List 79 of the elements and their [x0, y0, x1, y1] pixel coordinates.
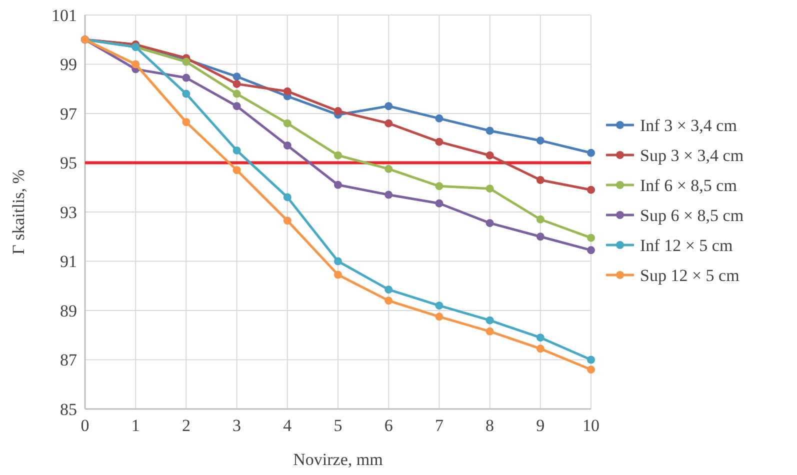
point [283, 193, 292, 202]
point [334, 180, 342, 189]
point [182, 90, 190, 98]
point [587, 234, 595, 242]
point [384, 164, 393, 173]
x-tick-label: 5 [334, 416, 342, 435]
point [486, 151, 494, 160]
legend-label: Inf 6 × 8,5 cm [640, 176, 737, 195]
point [486, 219, 494, 228]
legend-label: Inf 3 × 3,4 cm [640, 116, 737, 135]
legend-label: Sup 6 × 8,5 cm [640, 206, 744, 225]
x-tick-label: 9 [536, 416, 545, 435]
point [232, 80, 241, 88]
point [486, 327, 494, 336]
point [435, 182, 444, 190]
x-tick-label: 6 [384, 416, 393, 435]
point [435, 312, 444, 321]
point [536, 136, 544, 145]
point [232, 166, 241, 174]
point [232, 72, 241, 81]
x-axis-title: Novirze, mm [293, 450, 383, 469]
point [536, 176, 544, 184]
x-tick-label: 2 [182, 416, 190, 435]
y-tick-label: 85 [60, 400, 77, 419]
point [536, 344, 544, 353]
point [283, 87, 292, 96]
y-tick-label: 95 [60, 154, 77, 173]
point [587, 246, 595, 254]
point [334, 257, 342, 266]
point [435, 138, 444, 146]
point [486, 316, 494, 324]
point [384, 296, 393, 305]
x-tick-label: 4 [283, 416, 292, 435]
x-tick-label: 0 [80, 416, 90, 435]
x-tick-label: 8 [486, 416, 494, 435]
point [536, 334, 544, 342]
point [587, 366, 595, 374]
point [435, 302, 444, 310]
legend-label: Sup 3 × 3,4 cm [640, 146, 744, 165]
y-tick-label: 93 [60, 202, 77, 222]
legend-label: Inf 12 × 5 cm [640, 236, 733, 255]
x-tick-label: 10 [582, 416, 600, 435]
point [486, 184, 494, 193]
point [587, 148, 595, 157]
point [232, 102, 241, 110]
point [435, 114, 444, 122]
point [384, 102, 393, 110]
point [182, 58, 190, 66]
point [283, 216, 292, 225]
y-tick-label: 87 [60, 350, 78, 370]
point [587, 356, 595, 364]
y-tick-label: 91 [60, 252, 77, 272]
x-tick-label: 3 [232, 416, 242, 435]
point [182, 118, 190, 126]
point [384, 286, 393, 294]
point [536, 215, 544, 224]
point [132, 60, 140, 68]
point [334, 270, 342, 279]
y-tick-label: 99 [60, 55, 77, 74]
point [232, 90, 241, 98]
point [435, 199, 444, 208]
point [334, 151, 342, 160]
y-tick-label: 89 [60, 301, 77, 320]
x-tick-label: 1 [131, 416, 140, 435]
y-axis-title: Γ skaitlis, % [9, 170, 28, 254]
point [283, 119, 292, 128]
x-tick-label: 7 [434, 416, 444, 435]
point [384, 190, 393, 199]
point [334, 107, 342, 116]
point [283, 142, 292, 150]
point [384, 119, 393, 128]
point [182, 74, 190, 82]
point [536, 232, 544, 241]
point [232, 146, 241, 154]
y-tick-label: 97 [60, 104, 78, 124]
point [587, 186, 595, 194]
legend-label: Sup 12 × 5 cm [640, 266, 740, 285]
y-tick-label: 101 [52, 6, 77, 25]
point [486, 126, 494, 135]
